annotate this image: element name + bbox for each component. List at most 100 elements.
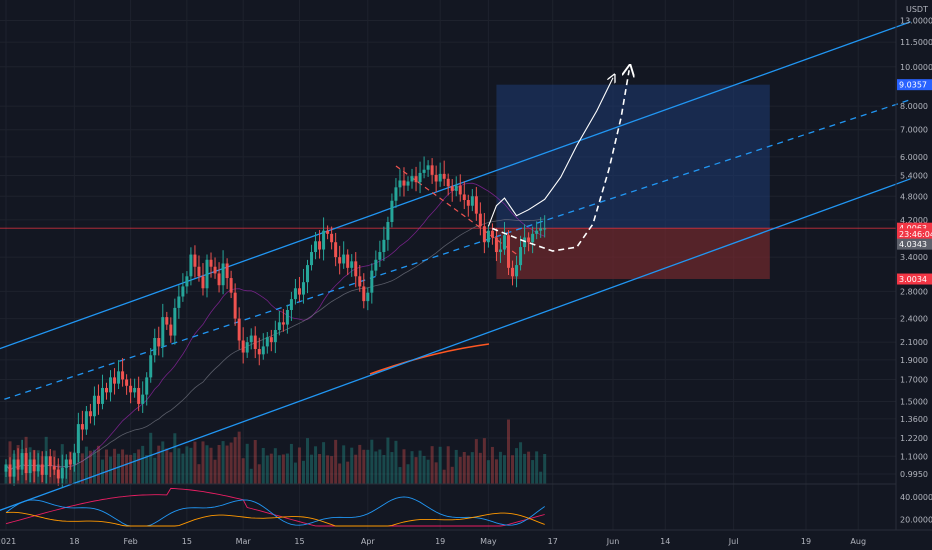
- volume-bar: [454, 449, 458, 484]
- volume-bar: [402, 449, 406, 484]
- y-tick-label: 2.1000: [900, 338, 928, 347]
- volume-bar: [502, 455, 506, 484]
- candle-body: [330, 233, 334, 243]
- volume-bar: [129, 454, 133, 484]
- volume-bar: [205, 445, 209, 484]
- volume-bar: [237, 431, 241, 484]
- candle-body: [121, 371, 125, 380]
- candle-body: [519, 247, 523, 266]
- candle-body: [68, 459, 72, 465]
- long-position-box[interactable]: [0, 84, 896, 280]
- volume-bar: [217, 445, 221, 484]
- candle-body: [350, 261, 354, 268]
- candle-body: [310, 252, 314, 266]
- candle-body: [438, 173, 442, 182]
- volume-bar: [249, 468, 253, 484]
- volume-bar: [285, 453, 289, 484]
- candle-body: [410, 176, 414, 182]
- volume-bar: [173, 433, 177, 484]
- volume-bar: [185, 446, 189, 484]
- volume-bar: [149, 432, 153, 484]
- candle-body: [454, 185, 458, 191]
- candle-body: [543, 228, 547, 230]
- candle-body: [213, 266, 217, 274]
- projection-paths[interactable]: [487, 70, 629, 252]
- y-tick-label: 5.4000: [900, 172, 928, 181]
- volume-bar: [422, 455, 426, 484]
- oscillator-line: [5, 496, 545, 527]
- candle-body: [141, 394, 145, 404]
- candle-body: [24, 453, 28, 474]
- volume-bar: [326, 455, 330, 484]
- candlesticks: [4, 156, 547, 488]
- candle-body: [293, 288, 297, 300]
- candle-body: [185, 276, 189, 287]
- candle-body: [277, 322, 281, 330]
- volume-bar: [527, 451, 531, 484]
- volume-bar: [482, 438, 486, 484]
- candle-body: [458, 185, 462, 195]
- candle-body: [301, 282, 305, 295]
- candle-body: [253, 335, 257, 350]
- candle-body: [430, 165, 434, 175]
- volume-bar: [281, 454, 285, 484]
- candle-body: [125, 379, 129, 386]
- volume-bar: [494, 459, 498, 484]
- candle-body: [209, 259, 213, 267]
- volume-bar: [398, 467, 402, 484]
- candle-body: [402, 180, 406, 186]
- volume-bar: [253, 440, 257, 484]
- y-tick-label: 4.8000: [900, 192, 928, 201]
- volume-bar: [438, 446, 442, 484]
- y-tick-label: 8.0000: [900, 102, 928, 111]
- volume-bar: [478, 452, 482, 484]
- volume-bar: [209, 447, 213, 484]
- volume-bar: [92, 449, 96, 484]
- candle-body: [306, 265, 309, 283]
- candle-body: [241, 340, 245, 353]
- time-axis[interactable]: 2021 18 Feb 15 Mar 15 Apr 19 May 17 Jun 14 Jul 19 Aug: [0, 537, 866, 546]
- projection-solid-path: [487, 78, 613, 227]
- grid-lines: [0, 0, 896, 530]
- volume-bar: [225, 445, 229, 484]
- volume-bar: [515, 448, 519, 484]
- volume-bar: [261, 447, 265, 484]
- price-axis[interactable]: 13.0000 11.5000 10.0000 8.0000 7.0000 6.0000 5…: [900, 16, 932, 524]
- volume-bar: [382, 455, 386, 484]
- downtrend-line: [395, 165, 521, 258]
- volume-bar: [434, 462, 438, 484]
- candle-body: [92, 395, 96, 417]
- volume-bar: [374, 451, 378, 484]
- volume-bar: [394, 440, 398, 484]
- x-tick-label: 15: [294, 537, 304, 546]
- candle-body: [177, 296, 181, 308]
- candle-body: [434, 174, 438, 182]
- volume-bar: [125, 454, 129, 484]
- volume-bar: [257, 464, 261, 484]
- volume-bar: [519, 442, 523, 484]
- volume-bar: [145, 455, 149, 484]
- candle-body: [249, 335, 253, 343]
- candle-body: [145, 377, 149, 395]
- x-tick-label: Jun: [606, 537, 620, 546]
- price-badge-label: 23:46:04: [899, 230, 932, 239]
- volume-bar: [442, 469, 446, 484]
- candle-body: [354, 261, 358, 277]
- candle-body: [133, 387, 137, 393]
- volume-bar: [338, 463, 342, 484]
- volume-bar: [121, 449, 125, 484]
- candle-body: [511, 267, 515, 277]
- volume-bar: [322, 442, 326, 484]
- price-badge-label: 4.0343: [899, 240, 927, 249]
- volume-bar: [201, 441, 205, 484]
- candle-body: [398, 180, 402, 188]
- candle-body: [201, 276, 205, 289]
- candle-body: [426, 165, 430, 170]
- candle-body: [245, 342, 249, 353]
- volume-bar: [233, 437, 237, 484]
- y-tick-label: 2.8000: [900, 287, 928, 296]
- volume-bar: [314, 446, 318, 484]
- volume-bar: [161, 441, 165, 484]
- volume-bar: [84, 446, 88, 484]
